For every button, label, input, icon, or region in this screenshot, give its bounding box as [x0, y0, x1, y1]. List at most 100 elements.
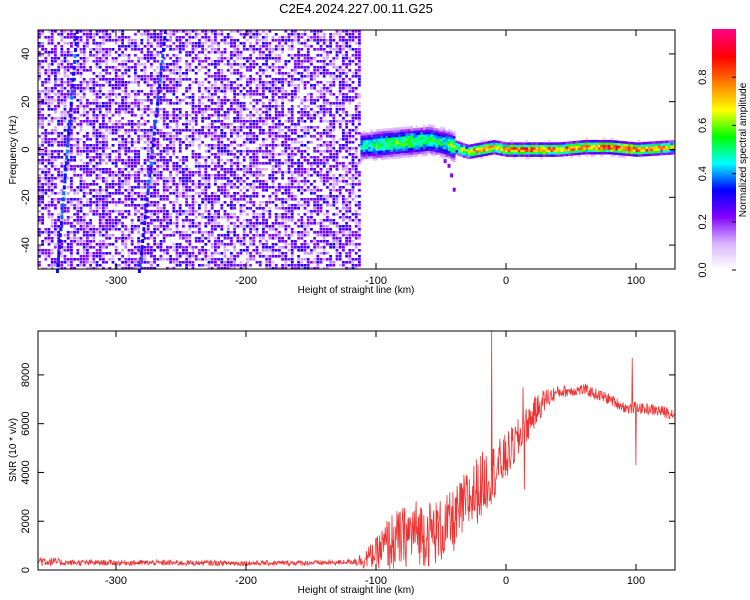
spectrogram-cell — [38, 126, 41, 129]
spectrogram-cell — [217, 222, 220, 225]
spectrogram-cell — [322, 99, 326, 102]
spectrogram-cell — [162, 114, 166, 117]
spectrogram-cell — [134, 75, 137, 78]
spectrogram-cell — [182, 249, 185, 252]
spectrogram-cell — [114, 57, 118, 60]
spectrogram-cell — [198, 90, 201, 93]
spectrogram-cell — [156, 180, 160, 183]
spectrogram-cell — [44, 153, 48, 156]
spectrogram-cell — [105, 192, 108, 195]
spectrogram-cell — [156, 78, 160, 81]
spectrogram-cell — [60, 60, 64, 63]
spectrogram-cell — [204, 183, 208, 186]
spectrogram-cell — [194, 111, 198, 114]
spectrogram-cell — [137, 123, 140, 126]
spectrogram-cell — [258, 207, 262, 210]
spectrogram-cell — [294, 84, 297, 87]
spectrogram-cell — [300, 174, 304, 177]
spectrogram-cell — [38, 228, 41, 231]
spectrogram-cell — [102, 84, 105, 87]
spectrogram-cell — [169, 30, 172, 33]
spectrogram-cell — [92, 261, 96, 264]
spectrogram-cell — [95, 120, 99, 123]
spectrogram-cell — [98, 255, 102, 258]
spectrogram-cell — [268, 237, 272, 240]
spectrogram-cell — [255, 195, 259, 198]
spectrogram-cell — [332, 36, 336, 39]
spectrogram-cell — [79, 126, 83, 129]
spectrogram-cell — [73, 204, 76, 207]
spectrogram-cell — [118, 189, 121, 192]
spectrogram-cell — [182, 219, 185, 222]
spectrogram-cell — [73, 69, 76, 72]
spectrogram-cell — [105, 36, 108, 39]
spectrogram-cell — [332, 219, 336, 222]
spectrogram-cell — [95, 165, 99, 168]
spectrogram-cell — [108, 222, 112, 225]
spectrogram-cell — [143, 120, 147, 123]
spectrogram-cell — [217, 195, 220, 198]
spectrogram-cell — [290, 249, 294, 252]
spectrogram-cell — [178, 246, 182, 249]
spectrogram-cell — [127, 36, 131, 39]
spectrogram-cell — [246, 165, 249, 168]
spectrogram-cell — [226, 267, 230, 270]
spectrogram-cell — [146, 39, 150, 42]
spectrogram-cell — [281, 45, 284, 48]
spectrogram-cell — [226, 195, 230, 198]
spectrogram-cell — [329, 120, 332, 123]
spectrogram-cell — [319, 48, 323, 51]
spectrogram-cell — [297, 204, 300, 207]
spectrogram-cell — [111, 261, 115, 264]
spectrogram-cell — [127, 261, 131, 264]
spectrogram-cell — [198, 57, 201, 60]
spectrogram-cell — [300, 144, 304, 147]
spectrogram-cell — [127, 213, 131, 216]
spectrogram-cell — [210, 258, 214, 261]
spectrogram-cell — [114, 246, 118, 249]
spectrogram-cell — [329, 36, 332, 39]
spectrogram-cell — [44, 174, 48, 177]
spectrogram-cell — [297, 105, 300, 108]
spectrogram-cell — [185, 102, 188, 105]
spectrogram-cell — [124, 102, 128, 105]
spectrogram-cell — [86, 150, 89, 153]
spectrogram-cell — [98, 78, 102, 81]
spectrogram-cell — [92, 159, 96, 162]
spectrogram-cell — [290, 57, 294, 60]
spectrogram-cell — [287, 249, 291, 252]
spectrogram-cell — [246, 153, 249, 156]
spectrogram-cell — [166, 177, 169, 180]
spectrogram-cell — [38, 93, 41, 96]
spectrogram-cell — [198, 69, 201, 72]
spectrogram-cell — [233, 111, 236, 114]
spectrogram-cell — [134, 210, 137, 213]
spectrogram-cell — [130, 198, 134, 201]
spectrogram-cell — [262, 234, 265, 237]
spectrogram-cell — [130, 108, 134, 111]
spectrogram-cell — [246, 177, 249, 180]
spectrogram-cell — [172, 30, 176, 33]
spectrogram-cell — [274, 39, 278, 42]
spectrogram-cell — [210, 222, 214, 225]
spectrogram-cell — [242, 249, 246, 252]
spectrogram-cell — [220, 225, 224, 228]
spectrogram-cell — [284, 216, 288, 219]
spectrogram-cell — [89, 90, 92, 93]
spectrogram-cell — [332, 93, 336, 96]
spectrogram-cell — [175, 120, 179, 123]
spectrogram-cell — [150, 264, 153, 267]
spectrogram-cell — [326, 120, 329, 123]
spectrogram-cell — [66, 186, 70, 189]
spectrogram-cell — [89, 210, 92, 213]
spectrogram-cell — [210, 195, 214, 198]
spectrogram-cell — [156, 147, 160, 150]
spectrogram-cell — [274, 132, 278, 135]
spectrogram-cell — [265, 150, 268, 153]
spectrogram-cell — [66, 36, 70, 39]
spectrogram-cell — [223, 213, 227, 216]
spectrogram-cell — [89, 264, 92, 267]
spectrogram-cell — [342, 54, 345, 57]
spectrogram-cell — [191, 129, 195, 132]
spectrogram-cell — [191, 69, 195, 72]
